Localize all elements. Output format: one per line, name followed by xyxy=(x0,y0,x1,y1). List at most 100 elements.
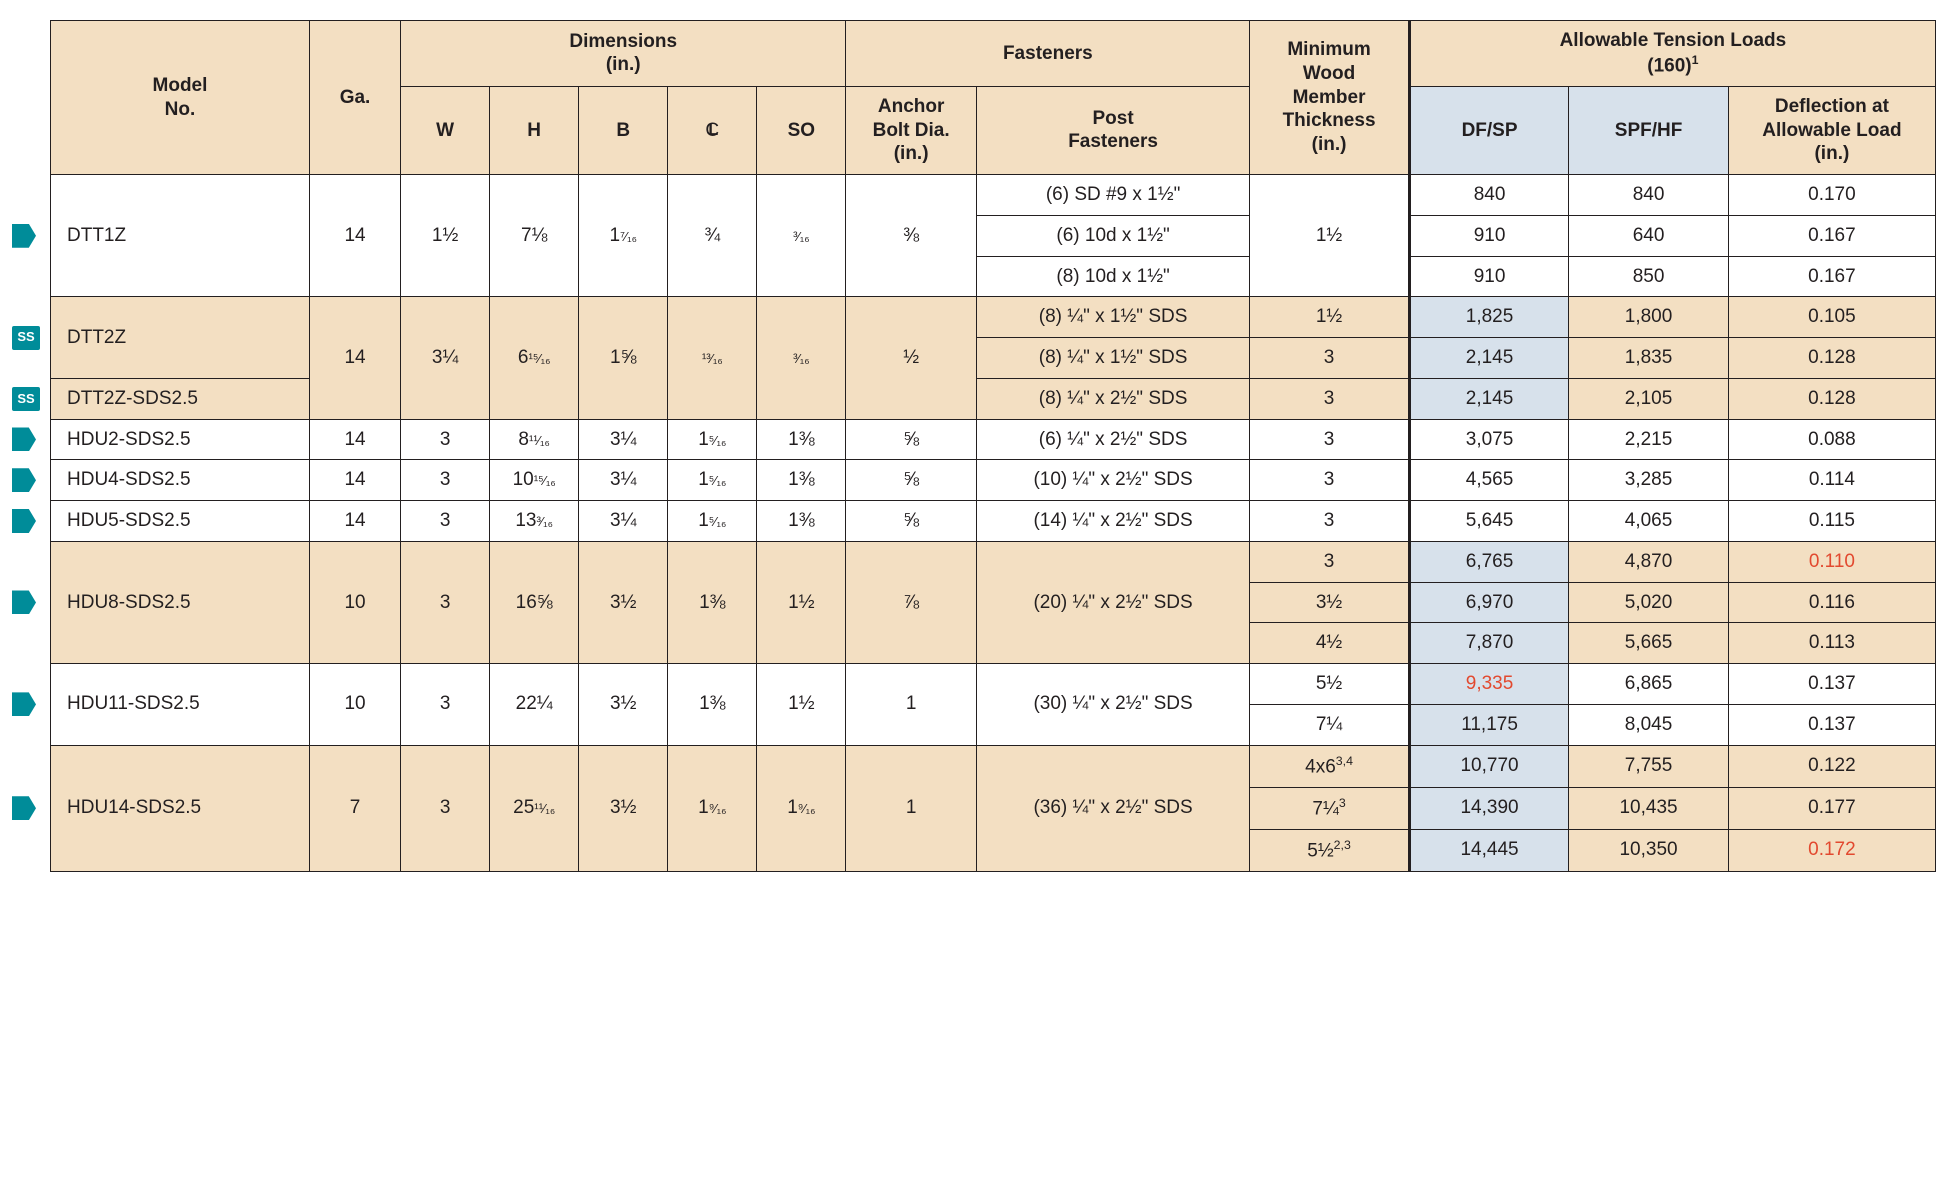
spfhf-cell: 5,665 xyxy=(1569,623,1729,664)
post-fasteners-cell: (6) ¼" x 2½" SDS xyxy=(976,419,1249,460)
bolt-cell: ⅞ xyxy=(846,541,976,663)
cl-cell: ¾ xyxy=(668,175,757,297)
ga-cell: 14 xyxy=(309,460,400,501)
dfsp-cell: 2,145 xyxy=(1409,338,1569,379)
dfsp-cell: 10,770 xyxy=(1409,745,1569,787)
arrow-marker-icon xyxy=(12,224,36,248)
post-fasteners-cell: (30) ¼" x 2½" SDS xyxy=(976,664,1249,746)
cl-cell: 1⁵⁄₁₆ xyxy=(668,501,757,542)
model-cell: HDU8-SDS2.5 xyxy=(51,541,310,663)
spfhf-cell: 1,835 xyxy=(1569,338,1729,379)
header-w: W xyxy=(401,86,490,174)
h-cell: 13³⁄₁₆ xyxy=(490,501,579,542)
bolt-cell: ½ xyxy=(846,297,976,419)
dfsp-cell: 910 xyxy=(1409,256,1569,297)
spfhf-cell: 2,215 xyxy=(1569,419,1729,460)
w-cell: 3 xyxy=(401,541,490,663)
w-cell: 3 xyxy=(401,664,490,746)
arrow-marker-icon xyxy=(12,590,36,614)
deflection-cell: 0.105 xyxy=(1728,297,1935,338)
post-fasteners-cell: (8) ¼" x 1½" SDS xyxy=(976,297,1249,338)
table-row: HDU4-SDS2.514310¹⁵⁄₁₆3¼1⁵⁄₁₆1⅜⅝(10) ¼" x… xyxy=(51,460,1936,501)
h-cell: 7⅛ xyxy=(490,175,579,297)
header-ga: Ga. xyxy=(309,21,400,175)
post-fasteners-cell: (36) ¼" x 2½" SDS xyxy=(976,745,1249,871)
dfsp-cell: 5,645 xyxy=(1409,501,1569,542)
min-thickness-cell: 5½2,3 xyxy=(1250,829,1410,871)
min-thickness-cell: 7¼3 xyxy=(1250,787,1410,829)
model-cell: HDU5-SDS2.5 xyxy=(51,501,310,542)
deflection-cell: 0.137 xyxy=(1728,704,1935,745)
post-fasteners-cell: (8) ¼" x 2½" SDS xyxy=(976,378,1249,419)
bolt-cell: 1 xyxy=(846,745,976,871)
spfhf-cell: 3,285 xyxy=(1569,460,1729,501)
model-cell: DTT2Z-SDS2.5SS xyxy=(51,378,310,419)
model-cell: HDU14-SDS2.5 xyxy=(51,745,310,871)
arrow-marker-icon xyxy=(12,427,36,451)
so-cell: ³⁄₁₆ xyxy=(757,297,846,419)
header-fasteners: Fasteners xyxy=(846,21,1250,87)
min-thickness-cell: 5½ xyxy=(1250,664,1410,705)
so-cell: ³⁄₁₆ xyxy=(757,175,846,297)
arrow-marker-icon xyxy=(12,468,36,492)
deflection-cell: 0.115 xyxy=(1728,501,1935,542)
header-so: SO xyxy=(757,86,846,174)
spfhf-cell: 850 xyxy=(1569,256,1729,297)
so-cell: 1½ xyxy=(757,664,846,746)
w-cell: 3 xyxy=(401,501,490,542)
spfhf-cell: 2,105 xyxy=(1569,378,1729,419)
min-thickness-cell: 3 xyxy=(1250,541,1410,582)
post-fasteners-cell: (8) ¼" x 1½" SDS xyxy=(976,338,1249,379)
min-thickness-cell: 7¼ xyxy=(1250,704,1410,745)
dfsp-cell: 7,870 xyxy=(1409,623,1569,664)
b-cell: 1⁷⁄₁₆ xyxy=(579,175,668,297)
ss-badge-icon: SS xyxy=(12,387,40,411)
spfhf-cell: 640 xyxy=(1569,215,1729,256)
dfsp-cell: 3,075 xyxy=(1409,419,1569,460)
h-cell: 8¹¹⁄₁₆ xyxy=(490,419,579,460)
deflection-cell: 0.172 xyxy=(1728,829,1935,871)
arrow-marker-icon xyxy=(12,509,36,533)
table-row: DTT1Z141½7⅛1⁷⁄₁₆¾³⁄₁₆⅜(6) SD #9 x 1½"1½8… xyxy=(51,175,1936,216)
ga-cell: 10 xyxy=(309,541,400,663)
b-cell: 3½ xyxy=(579,745,668,871)
bolt-cell: ⅜ xyxy=(846,175,976,297)
dfsp-cell: 6,765 xyxy=(1409,541,1569,582)
cl-cell: 1⅜ xyxy=(668,541,757,663)
w-cell: 1½ xyxy=(401,175,490,297)
arrow-marker-icon xyxy=(12,692,36,716)
post-fasteners-cell: (10) ¼" x 2½" SDS xyxy=(976,460,1249,501)
table-header: ModelNo. Ga. Dimensions(in.) Fasteners M… xyxy=(51,21,1936,175)
dfsp-cell: 1,825 xyxy=(1409,297,1569,338)
spfhf-cell: 4,870 xyxy=(1569,541,1729,582)
h-cell: 22¼ xyxy=(490,664,579,746)
min-thickness-cell: 3 xyxy=(1250,419,1410,460)
spfhf-cell: 840 xyxy=(1569,175,1729,216)
deflection-cell: 0.128 xyxy=(1728,378,1935,419)
bolt-cell: ⅝ xyxy=(846,419,976,460)
dfsp-cell: 6,970 xyxy=(1409,582,1569,623)
header-defl: Deflection atAllowable Load(in.) xyxy=(1728,86,1935,174)
dfsp-cell: 9,335 xyxy=(1409,664,1569,705)
spfhf-cell: 10,435 xyxy=(1569,787,1729,829)
holdown-load-table: ModelNo. Ga. Dimensions(in.) Fasteners M… xyxy=(50,20,1936,872)
h-cell: 25¹¹⁄₁₆ xyxy=(490,745,579,871)
min-thickness-cell: 3 xyxy=(1250,460,1410,501)
cl-cell: 1⅜ xyxy=(668,664,757,746)
ga-cell: 14 xyxy=(309,175,400,297)
deflection-cell: 0.177 xyxy=(1728,787,1935,829)
w-cell: 3 xyxy=(401,460,490,501)
model-cell: DTT2ZSS xyxy=(51,297,310,379)
w-cell: 3 xyxy=(401,745,490,871)
post-fasteners-cell: (20) ¼" x 2½" SDS xyxy=(976,541,1249,663)
b-cell: 1⅝ xyxy=(579,297,668,419)
ga-cell: 14 xyxy=(309,419,400,460)
deflection-cell: 0.116 xyxy=(1728,582,1935,623)
cl-cell: 1⁵⁄₁₆ xyxy=(668,419,757,460)
spfhf-cell: 6,865 xyxy=(1569,664,1729,705)
h-cell: 16⅝ xyxy=(490,541,579,663)
model-cell: DTT1Z xyxy=(51,175,310,297)
dfsp-cell: 4,565 xyxy=(1409,460,1569,501)
spfhf-cell: 7,755 xyxy=(1569,745,1729,787)
ss-badge-icon: SS xyxy=(12,326,40,350)
